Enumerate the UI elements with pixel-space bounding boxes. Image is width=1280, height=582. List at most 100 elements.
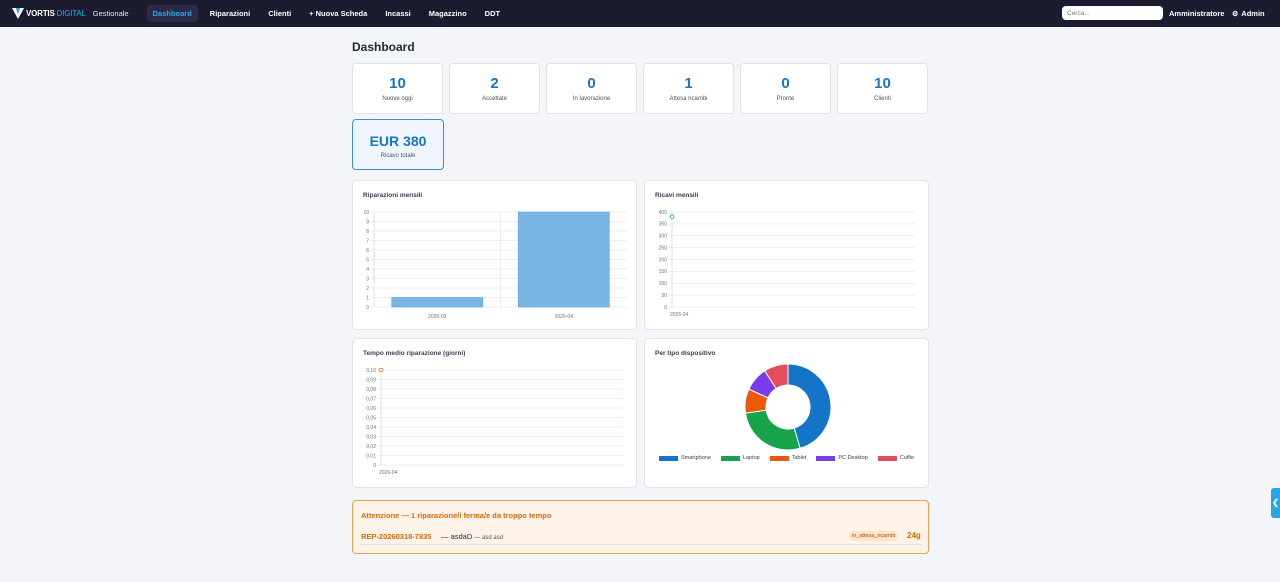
admin-menu[interactable]: ⚙ Admin	[1232, 9, 1265, 18]
stat-value: 0	[781, 75, 790, 92]
chart-legend: Smartphone Laptop Tablet PC Desktop Cuffie	[645, 455, 928, 465]
stat-label: Attesa ricambi	[669, 96, 708, 102]
stat-label: Nuove oggi	[382, 96, 413, 102]
pie-slice	[787, 363, 832, 449]
stat-card-ricavo-totale[interactable]: EUR 380 Ricavo totale	[352, 119, 444, 170]
y-tick-label: 50	[661, 293, 667, 299]
stale-repairs-alert: Attenzione — 1 riparazione/i ferma/e da …	[352, 500, 929, 554]
legend-swatch	[720, 455, 740, 461]
chart-title: Tempo medio riparazione (giorni)	[363, 350, 466, 357]
nav-item-dashboard[interactable]: Dashboard	[146, 5, 198, 22]
vortis-logo-icon	[12, 8, 24, 19]
legend-item[interactable]: PC Desktop	[816, 455, 868, 461]
data-point	[378, 367, 384, 373]
y-tick-label: 0,04	[366, 425, 376, 431]
legend-item[interactable]: Laptop	[720, 455, 760, 461]
stat-label: Accettate	[481, 96, 507, 102]
stat-card-accettate[interactable]: 2 Accettate	[449, 63, 540, 114]
stat-label: Clienti	[874, 96, 891, 102]
pie-slice	[744, 409, 801, 451]
y-tick-label: 150	[659, 269, 668, 275]
device-name: — asd asd	[474, 535, 504, 541]
chart-svg: 0 1 2 3 4 5 6 7 8 9 10 2026-03 2026-04	[363, 210, 627, 320]
chart-tempo-medio-riparazione: Tempo medio riparazione (giorni) 0 0,01 0,…	[352, 338, 637, 488]
y-tick-label: 300	[659, 234, 668, 240]
y-tick-label: 0,02	[366, 444, 376, 450]
y-tick-label: 0,03	[366, 434, 376, 440]
nav-item-clienti[interactable]: Clienti	[268, 9, 292, 18]
alert-title: Attenzione — 1 riparazione/i ferma/e da …	[361, 511, 552, 520]
stat-card-clienti[interactable]: 10 Clienti	[837, 63, 928, 114]
y-tick-label: 1	[366, 295, 369, 301]
stat-card-nuove-oggi[interactable]: 10 Nuove oggi	[352, 63, 443, 114]
alert-row[interactable]: REP-20260318-7835 — asdaD — asd asd in_a…	[361, 528, 922, 545]
y-tick-label: 3	[366, 276, 369, 282]
y-tick-label: 0,01	[366, 453, 376, 459]
y-tick-label: 10	[363, 210, 369, 216]
stat-value: 2	[490, 75, 499, 92]
y-tick-label: 4	[366, 267, 369, 273]
chart-svg	[744, 363, 832, 451]
sidebar-toggle-button[interactable]: ❮	[1271, 488, 1280, 518]
top-navbar: VORTIS DIGITAL Gestionale Dashboard Ripa…	[0, 0, 1280, 27]
y-tick-label: 0	[664, 305, 667, 311]
nav-item-incassi[interactable]: Incassi	[385, 9, 411, 18]
data-point	[669, 214, 675, 220]
status-badge: in_attesa_ricambi	[849, 531, 899, 541]
stat-card-in-lavorazione[interactable]: 0 In lavorazione	[546, 63, 637, 114]
nav-item-ddt[interactable]: DDT	[484, 9, 501, 18]
legend-label: PC Desktop	[838, 455, 868, 461]
nav-item-nuova-scheda[interactable]: + Nuova Scheda	[309, 9, 368, 18]
stat-card-attesa-ricambi[interactable]: 1 Attesa ricambi	[643, 63, 734, 114]
legend-item[interactable]: Tablet	[769, 455, 807, 461]
bar	[391, 297, 484, 308]
user-role: Amministratore	[1169, 9, 1225, 18]
repair-code-link[interactable]: REP-20260318-7835	[361, 532, 432, 541]
x-tick-label: 2026-04	[379, 470, 398, 476]
y-tick-label: 0,07	[366, 396, 376, 402]
chart-svg: 0 50 100 150 200 250 300 350 400 2026-04	[659, 210, 915, 318]
gear-icon: ⚙	[1232, 10, 1239, 18]
y-tick-label: 0,06	[366, 406, 376, 412]
chart-title: Per tipo dispositivo	[655, 350, 716, 357]
legend-item[interactable]: Cuffie	[877, 455, 914, 461]
chevron-left-icon: ❮	[1272, 498, 1279, 507]
pie-slice	[764, 363, 789, 390]
days-stalled: 24g	[907, 531, 921, 540]
stat-value: 0	[587, 75, 596, 92]
y-tick-label: 0,09	[366, 377, 376, 383]
x-tick-label: 2026-04	[555, 314, 574, 320]
chart-title: Riparazioni mensili	[363, 192, 423, 199]
legend-item[interactable]: Smartphone	[658, 455, 711, 461]
customer-name: — asdaD	[441, 532, 473, 541]
brand[interactable]: VORTIS DIGITAL Gestionale	[12, 8, 129, 19]
chart-ricavi-mensili: Ricavi mensili 0 50 100 150 200 250 300 350 400 2…	[644, 180, 929, 330]
stat-label: In lavorazione	[572, 96, 611, 102]
stat-value: 10	[874, 75, 891, 92]
stat-card-pronte[interactable]: 0 Pronte	[740, 63, 831, 114]
y-tick-label: 0,10	[366, 368, 376, 374]
brand-name: VORTIS DIGITAL	[26, 9, 86, 18]
y-tick-label: 350	[659, 222, 668, 228]
page-title: Dashboard	[352, 40, 415, 54]
y-tick-label: 2	[366, 286, 369, 292]
legend-label: Tablet	[791, 455, 807, 461]
stat-value: 10	[389, 75, 406, 92]
y-tick-label: 8	[366, 229, 369, 235]
y-tick-label: 100	[659, 281, 668, 287]
search-input[interactable]	[1062, 6, 1163, 20]
legend-swatch	[877, 455, 897, 461]
chart-title: Ricavi mensili	[655, 192, 699, 199]
nav-item-magazzino[interactable]: Magazzino	[428, 9, 467, 18]
y-tick-label: 0,08	[366, 387, 376, 393]
y-tick-label: 7	[366, 238, 369, 244]
y-tick-label: 400	[659, 210, 668, 216]
nav-item-riparazioni[interactable]: Riparazioni	[209, 9, 251, 18]
stat-label: Ricavo totale	[380, 153, 416, 159]
stat-label: Pronte	[776, 96, 795, 102]
legend-label: Laptop	[742, 455, 760, 461]
main-nav: Dashboard Riparazioni Clienti + Nuova Sc…	[146, 5, 512, 22]
chart-riparazioni-mensili: Riparazioni mensili 0 1 2 3 4 5 6 7 8 9 10 2026-03 2…	[352, 180, 637, 330]
legend-swatch	[816, 455, 836, 461]
x-tick-label: 2026-03	[428, 314, 447, 320]
